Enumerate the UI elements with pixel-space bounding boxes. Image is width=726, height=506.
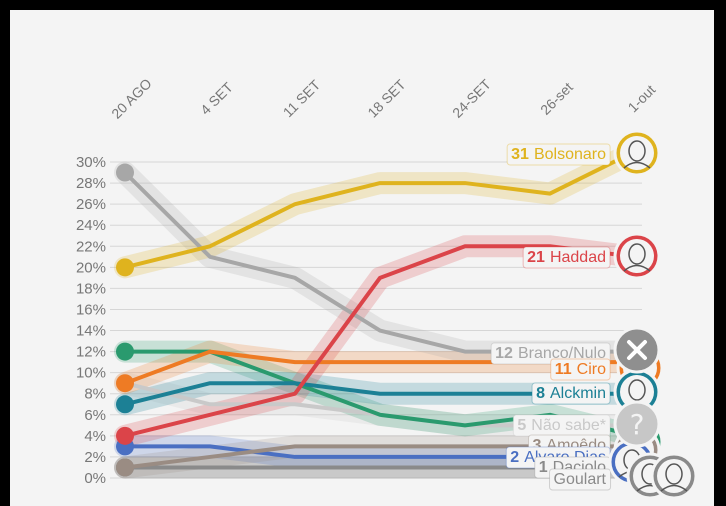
series-start-dot-amoedo[interactable] — [116, 458, 134, 477]
series-start-dot-bolsonaro[interactable] — [116, 258, 134, 277]
y-tick-label: 6% — [84, 407, 106, 424]
portrait-bolsonaro-icon — [613, 129, 661, 177]
y-tick-label: 26% — [76, 196, 106, 213]
x-axis-labels: 20 AGO 4 SET 11 SET 18 SET 24-SET 26-set 1-out — [108, 75, 658, 122]
end-label-text: 5 Não sabe* — [517, 417, 606, 434]
end-label-value: 3 — [533, 437, 542, 454]
series-start-dot-haddad[interactable] — [116, 426, 134, 445]
line-chart: 20 AGO 4 SET 11 SET 18 SET 24-SET 26-set 1-out… — [76, 75, 698, 500]
x-tick-label: 24-SET — [449, 76, 494, 121]
y-axis-labels: 30% 28% 26% 24% 22% 20% 18% 16% 14% 12% 10% 8% 6% 4% 2… — [76, 154, 106, 487]
y-tick-label: 0% — [84, 470, 106, 487]
x-tick-label: 11 SET — [280, 76, 324, 120]
y-tick-label: 18% — [76, 280, 106, 297]
y-tick-label: 12% — [76, 344, 106, 361]
end-label-background — [550, 358, 611, 381]
end-label-alckmin: 8 Alckmin — [531, 382, 611, 405]
end-label-nao-sabe: 5 Não sabe* — [512, 414, 611, 437]
end-label-name: Goulart — [554, 471, 607, 488]
end-label-text: Goulart — [554, 471, 607, 488]
series-start-dot-marina[interactable] — [116, 342, 134, 361]
end-label-value: 21 — [527, 249, 545, 266]
series-start-dot-alckmin[interactable] — [116, 395, 134, 414]
end-label-value: 12 — [495, 345, 513, 362]
y-tick-label: 30% — [76, 154, 106, 171]
end-label-goulart: Goulart — [549, 468, 612, 491]
end-label-value: 8 — [536, 385, 545, 402]
chart-frame: 20 AGO 4 SET 11 SET 18 SET 24-SET 26-set 1-out… — [10, 10, 714, 506]
end-label-background — [522, 246, 611, 269]
end-label-background — [506, 143, 611, 166]
x-tick-label: 18 SET — [364, 76, 409, 121]
end-label-value: 5 — [517, 417, 526, 434]
series-line-haddad[interactable] — [123, 244, 637, 438]
end-icons: ? — [608, 129, 698, 500]
end-label-branco-nulo: 12 Branco/Nulo — [490, 342, 611, 365]
end-label-name: Haddad — [550, 249, 606, 266]
y-tick-label: 24% — [76, 217, 106, 234]
series-line-bolsonaro[interactable] — [123, 149, 637, 270]
end-label-name: Branco/Nulo — [518, 345, 606, 362]
y-tick-label: 22% — [76, 238, 106, 255]
end-label-name: Não sabe* — [531, 417, 606, 434]
y-tick-label: 10% — [76, 365, 106, 382]
end-label-value: 1 — [539, 459, 548, 476]
end-label-text: 8 Alckmin — [536, 385, 606, 402]
end-label-background — [490, 342, 611, 365]
close-icon — [613, 326, 661, 374]
end-label-value: 11 — [555, 361, 572, 378]
end-label-name: Alckmin — [550, 385, 606, 402]
y-tick-label: 16% — [76, 301, 106, 318]
y-tick-label: 4% — [84, 428, 106, 445]
end-label-name: Bolsonaro — [534, 146, 606, 163]
x-tick-label: 1-out — [625, 81, 659, 115]
x-tick-label: 20 AGO — [108, 75, 155, 122]
y-tick-label: 28% — [76, 175, 106, 192]
end-label-text: 11 Ciro — [555, 361, 606, 378]
end-label-value: 2 — [510, 449, 519, 466]
end-label-haddad: 21 Haddad — [522, 246, 611, 269]
end-label-bolsonaro: 31 Bolsonaro — [506, 143, 611, 166]
end-label-background — [549, 468, 612, 491]
end-label-text: 21 Haddad — [527, 249, 606, 266]
y-tick-label: 20% — [76, 259, 106, 276]
x-tick-label: 4 SET — [197, 79, 236, 118]
series-start-dot-branco-nulo[interactable] — [116, 163, 134, 182]
svg-text:?: ? — [630, 408, 645, 441]
x-tick-label: 26-set — [537, 79, 576, 118]
series-start-dot-ciro[interactable] — [116, 374, 134, 393]
end-label-text: 12 Branco/Nulo — [495, 345, 606, 362]
portrait-haddad-icon — [613, 232, 661, 280]
portrait-goulart-icon — [650, 452, 698, 500]
y-tick-label: 8% — [84, 386, 106, 403]
end-label-background — [531, 382, 611, 405]
end-label-text: 31 Bolsonaro — [511, 146, 606, 163]
end-label-ciro: 11 Ciro — [550, 358, 611, 381]
end-label-name: Ciro — [577, 361, 606, 378]
end-label-value: 31 — [511, 146, 529, 163]
y-tick-label: 14% — [76, 323, 106, 340]
question-icon: ? — [613, 400, 661, 448]
y-tick-label: 2% — [84, 449, 106, 466]
